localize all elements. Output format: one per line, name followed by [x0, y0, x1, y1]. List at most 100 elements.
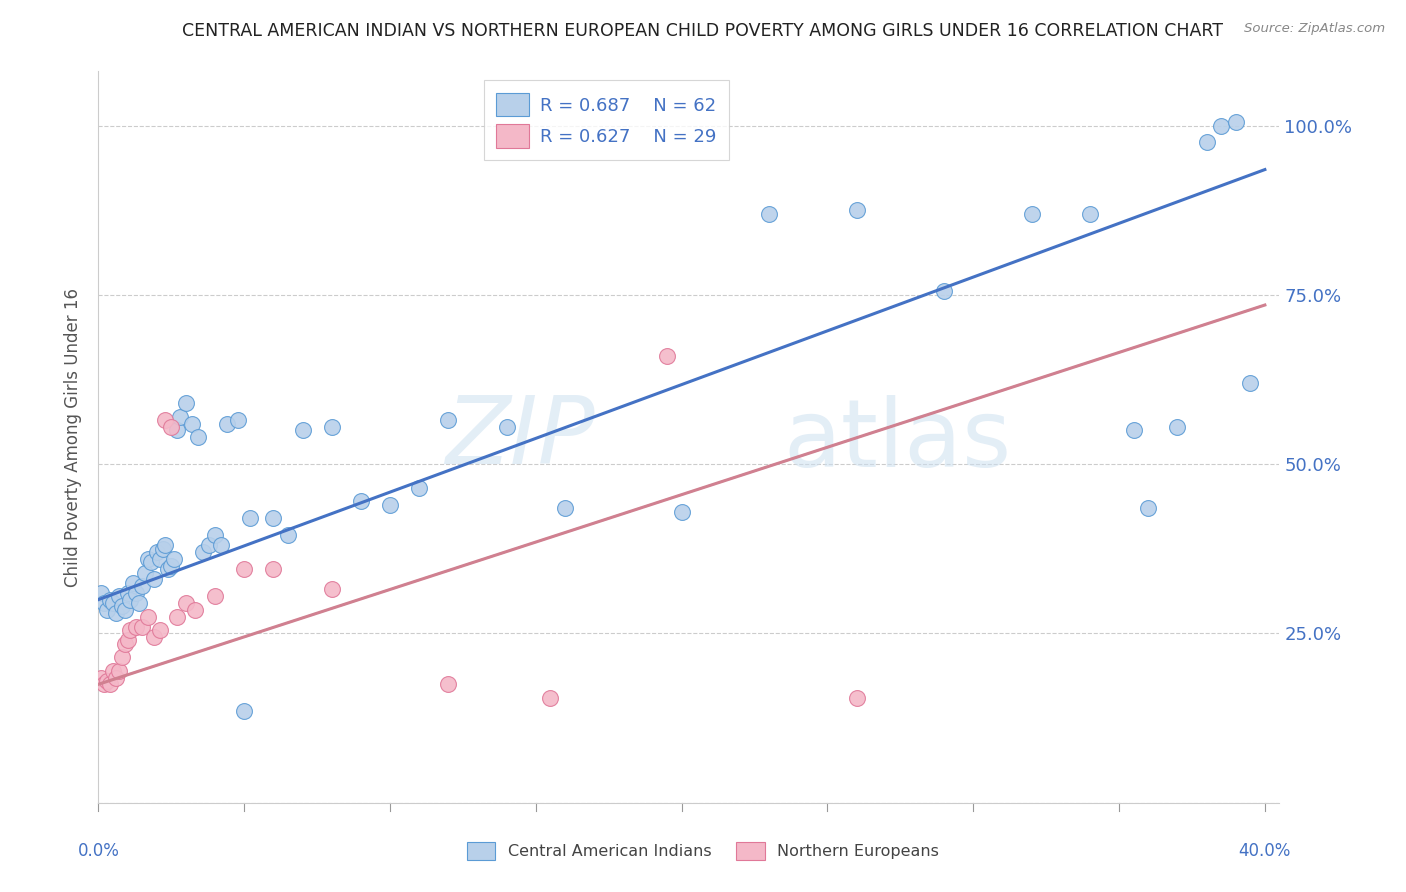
Point — [101, 664, 124, 678]
Point — [671, 505, 693, 519]
Point — [166, 609, 188, 624]
Point — [125, 620, 148, 634]
Point — [204, 528, 226, 542]
Point — [122, 575, 145, 590]
Point — [128, 596, 150, 610]
Point — [204, 589, 226, 603]
Point — [538, 690, 561, 705]
Point — [262, 562, 284, 576]
Point — [114, 637, 136, 651]
Point — [98, 677, 121, 691]
Point — [408, 481, 430, 495]
Point — [1166, 420, 1188, 434]
Text: Source: ZipAtlas.com: Source: ZipAtlas.com — [1244, 22, 1385, 36]
Point — [96, 673, 118, 688]
Point — [233, 562, 256, 576]
Point — [262, 511, 284, 525]
Point — [101, 596, 124, 610]
Point — [1225, 115, 1247, 129]
Point — [239, 511, 262, 525]
Point — [1239, 376, 1261, 390]
Point — [134, 566, 156, 580]
Point — [149, 552, 172, 566]
Point — [187, 430, 209, 444]
Point — [180, 417, 202, 431]
Point — [166, 423, 188, 437]
Point — [131, 579, 153, 593]
Point — [655, 349, 678, 363]
Text: 40.0%: 40.0% — [1239, 842, 1291, 860]
Point — [554, 501, 576, 516]
Point — [437, 413, 460, 427]
Point — [160, 558, 183, 573]
Point — [96, 603, 118, 617]
Point — [93, 677, 115, 691]
Point — [160, 420, 183, 434]
Point — [145, 545, 167, 559]
Point — [198, 538, 221, 552]
Point — [321, 582, 343, 597]
Point — [174, 396, 197, 410]
Point — [845, 690, 868, 705]
Point — [193, 545, 215, 559]
Point — [136, 552, 159, 566]
Point — [277, 528, 299, 542]
Point — [495, 420, 517, 434]
Point — [108, 664, 131, 678]
Point — [142, 630, 165, 644]
Point — [350, 494, 373, 508]
Point — [169, 409, 191, 424]
Point — [437, 677, 460, 691]
Text: CENTRAL AMERICAN INDIAN VS NORTHERN EUROPEAN CHILD POVERTY AMONG GIRLS UNDER 16 : CENTRAL AMERICAN INDIAN VS NORTHERN EURO… — [183, 22, 1223, 40]
Point — [125, 586, 148, 600]
Point — [228, 413, 250, 427]
Legend: Central American Indians, Northern Europeans: Central American Indians, Northern Europ… — [458, 833, 948, 868]
Point — [120, 592, 142, 607]
Point — [174, 596, 197, 610]
Point — [136, 609, 159, 624]
Point — [215, 417, 238, 431]
Point — [111, 599, 134, 614]
Point — [1078, 206, 1101, 220]
Point — [104, 671, 127, 685]
Point — [233, 705, 256, 719]
Point — [120, 623, 142, 637]
Point — [93, 596, 115, 610]
Point — [183, 603, 205, 617]
Text: ZIP: ZIP — [444, 392, 595, 483]
Point — [149, 623, 172, 637]
Point — [90, 671, 112, 685]
Point — [758, 206, 780, 220]
Point — [142, 572, 165, 586]
Point — [378, 498, 401, 512]
Point — [291, 423, 314, 437]
Point — [209, 538, 232, 552]
Point — [321, 420, 343, 434]
Point — [157, 562, 180, 576]
Point — [98, 592, 121, 607]
Point — [90, 586, 112, 600]
Legend: R = 0.687    N = 62, R = 0.627    N = 29: R = 0.687 N = 62, R = 0.627 N = 29 — [484, 80, 728, 161]
Point — [155, 413, 177, 427]
Point — [108, 589, 131, 603]
Point — [845, 203, 868, 218]
Point — [139, 555, 162, 569]
Point — [117, 586, 139, 600]
Point — [104, 606, 127, 620]
Point — [152, 541, 174, 556]
Point — [117, 633, 139, 648]
Point — [1211, 119, 1233, 133]
Point — [163, 552, 186, 566]
Text: atlas: atlas — [783, 395, 1012, 487]
Point — [1021, 206, 1043, 220]
Point — [155, 538, 177, 552]
Point — [1137, 501, 1160, 516]
Point — [1122, 423, 1144, 437]
Point — [932, 285, 955, 299]
Point — [114, 603, 136, 617]
Text: 0.0%: 0.0% — [77, 842, 120, 860]
Y-axis label: Child Poverty Among Girls Under 16: Child Poverty Among Girls Under 16 — [65, 287, 83, 587]
Point — [131, 620, 153, 634]
Point — [111, 650, 134, 665]
Point — [1195, 136, 1218, 150]
